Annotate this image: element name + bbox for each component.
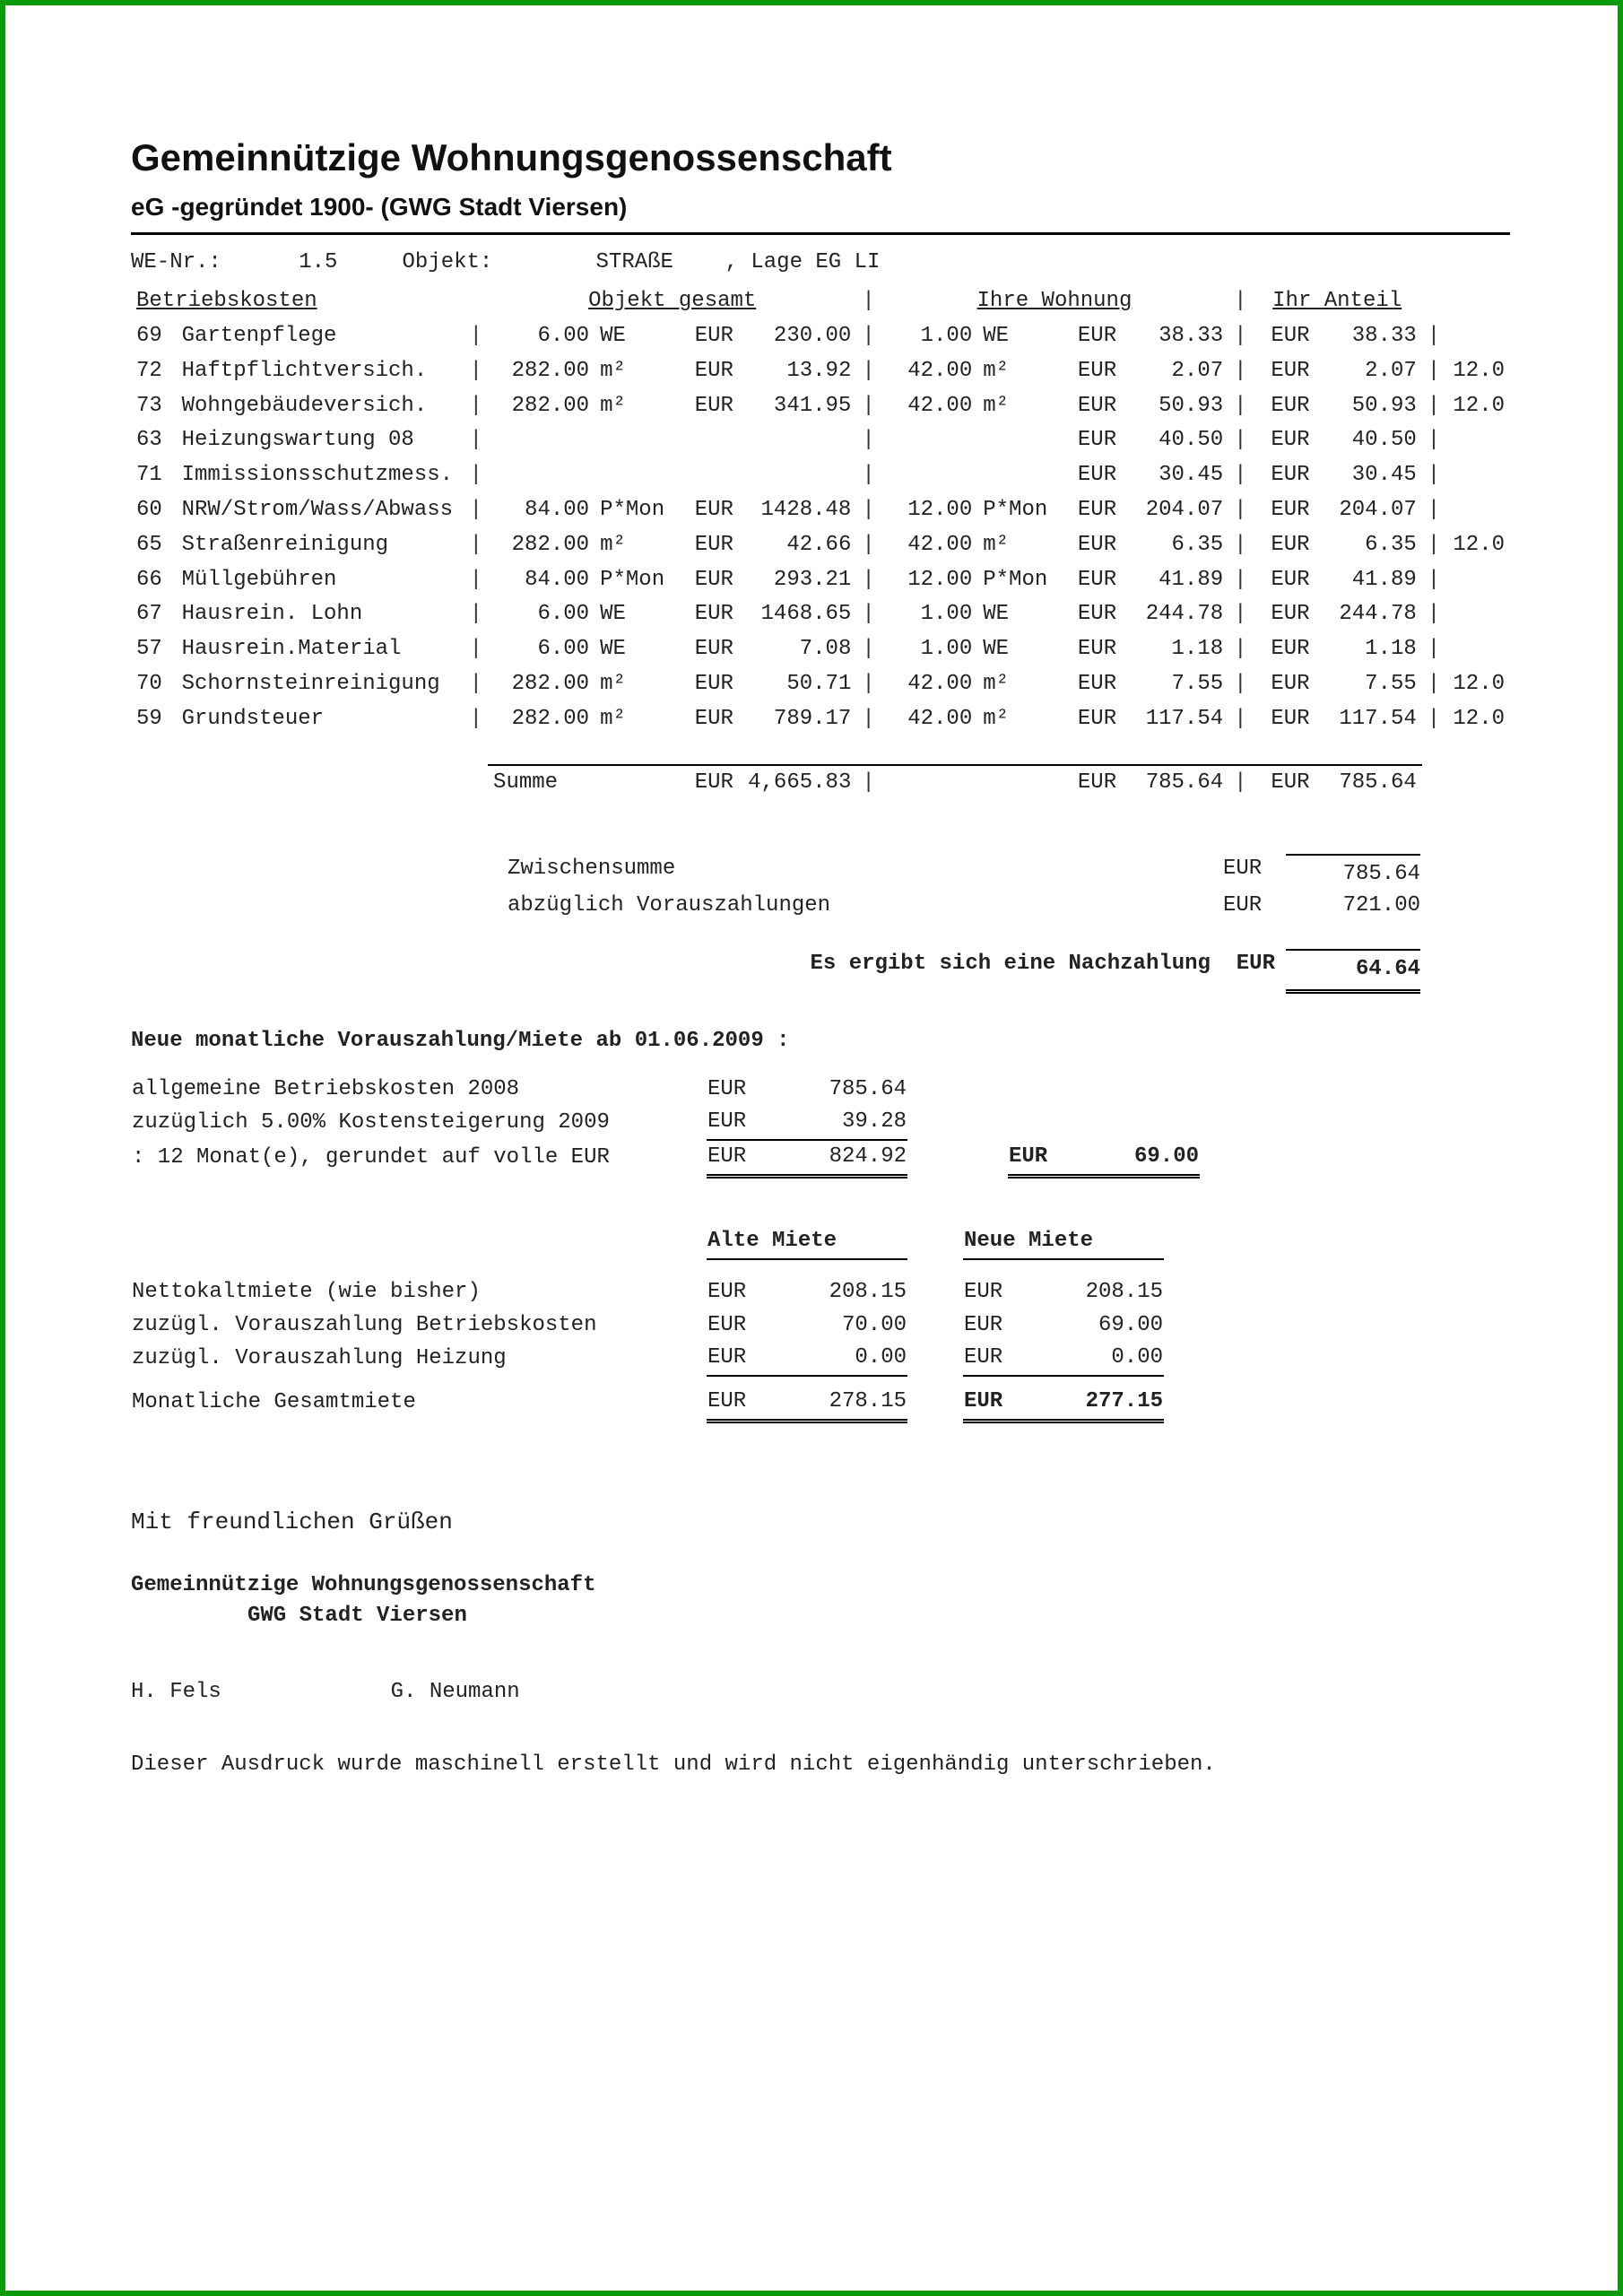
cost-header: Betriebskosten Objekt gesamt | Ihre Wohn… (131, 284, 1510, 319)
sum-ant: 785.64 (1315, 765, 1422, 801)
rent-o4: 278.15 (771, 1386, 907, 1421)
np-c3: EUR (707, 1140, 771, 1176)
meta-line: WE-Nr.: 1.5 Objekt: STRAßE , Lage EG LI (131, 248, 1510, 279)
np-v2: 39.28 (771, 1106, 907, 1140)
rent-n4: 277.15 (1028, 1386, 1164, 1421)
cost-row: 60NRW/Strom/Wass/Abwass|84.00P*MonEUR142… (131, 493, 1510, 528)
rent-o1c: EUR (707, 1276, 771, 1309)
rent-o2: 70.00 (771, 1309, 907, 1343)
newpay-table: allgemeine Betriebskosten 2008 EUR 785.6… (131, 1074, 1200, 1180)
h-wohnung: Ihre Wohnung (881, 284, 1228, 319)
org-title: Gemeinnützige Wohnungsgenossenschaft (131, 131, 1510, 186)
h-objekt: Objekt gesamt (488, 284, 856, 319)
rent-n3c: EUR (963, 1342, 1028, 1376)
cost-row: 67Hausrein. Lohn|6.00WEEUR1468.65|1.00WE… (131, 597, 1510, 632)
result-label: Es ergibt sich eine Nachzahlung (810, 952, 1210, 976)
cost-row: 72Haftpflichtversich.|282.00m²EUR13.92|4… (131, 354, 1510, 389)
rent-n1c: EUR (963, 1276, 1028, 1309)
cost-row: 69Gartenpflege|6.00WEEUR230.00|1.00WEEUR… (131, 319, 1510, 354)
greeting: Mit freundlichen Grüßen (131, 1506, 1510, 1540)
rent-o1: 208.15 (771, 1276, 907, 1309)
np-v1: 785.64 (771, 1074, 907, 1107)
rent-o3c: EUR (707, 1342, 771, 1376)
rent-r3: zuzügl. Vorauszahlung Heizung (131, 1342, 707, 1376)
street: STRAßE (596, 250, 673, 274)
h-betriebskosten: Betriebskosten (131, 284, 464, 319)
cost-row: 71Immissionsschutzmess.||EUR30.45|EUR30.… (131, 458, 1510, 493)
org-subtitle: eG -gegründet 1900- (GWG Stadt Viersen) (131, 189, 1510, 226)
header-rule (131, 232, 1510, 235)
closing-org1: Gemeinnützige Wohnungsgenossenschaft (131, 1570, 1510, 1602)
sum-cur2: EUR (1059, 765, 1122, 801)
result-cur: EUR (1237, 952, 1275, 976)
cost-table: Betriebskosten Objekt gesamt | Ihre Wohn… (131, 284, 1510, 800)
sum-row: Summe EUR 4,665.83 | EUR 785.64 | EUR 78… (131, 765, 1510, 801)
np-c2: EUR (707, 1106, 771, 1140)
h-anteil: Ihr Anteil (1253, 284, 1422, 319)
signatures: H. Fels G. Neumann (131, 1677, 1510, 1709)
rent-r4: Monatliche Gesamtmiete (131, 1386, 707, 1421)
np-fc: EUR (1008, 1140, 1063, 1176)
abz-label: abzüglich Vorauszahlungen (508, 891, 1223, 922)
rent-old-h: Alte Miete (707, 1225, 907, 1259)
lage: , Lage EG LI (725, 250, 881, 274)
closing-org2: GWG Stadt Viersen (247, 1601, 1510, 1632)
np-l3: : 12 Monat(e), gerundet auf volle EUR (131, 1140, 707, 1176)
rent-n2: 69.00 (1028, 1309, 1164, 1343)
rent-n2c: EUR (963, 1309, 1028, 1343)
rent-r1: Nettokaltmiete (wie bisher) (131, 1276, 707, 1309)
abz-val: 721.00 (1286, 891, 1420, 922)
cost-row: 73Wohngebäudeversich.|282.00m²EUR341.95|… (131, 389, 1510, 424)
cost-row: 57Hausrein.Material|6.00WEEUR7.08|1.00WE… (131, 632, 1510, 667)
rent-n1: 208.15 (1028, 1276, 1164, 1309)
rent-r2: zuzügl. Vorauszahlung Betriebskosten (131, 1309, 707, 1343)
cost-row: 59Grundsteuer|282.00m²EUR789.17|42.00m²E… (131, 702, 1510, 737)
we-value: 1.5 (299, 250, 337, 274)
cost-row: 66Müllgebühren|84.00P*MonEUR293.21|12.00… (131, 563, 1510, 598)
rent-o4c: EUR (707, 1386, 771, 1421)
result-val: 64.64 (1286, 949, 1420, 994)
cost-row: 63Heizungswartung 08||EUR40.50|EUR40.50| (131, 423, 1510, 458)
balance-block: Zwischensumme EUR 785.64 abzüglich Vorau… (131, 854, 1510, 993)
sum-whg: 785.64 (1122, 765, 1228, 801)
sig2: G. Neumann (391, 1680, 520, 1704)
rent-o3: 0.00 (771, 1342, 907, 1376)
rent-n3: 0.00 (1028, 1342, 1164, 1376)
auto-note: Dieser Ausdruck wurde maschinell erstell… (131, 1750, 1510, 1781)
obj-label: Objekt: (402, 250, 492, 274)
newpay-title: Neue monatliche Vorauszahlung/Miete ab 0… (131, 1026, 1510, 1057)
abz-cur: EUR (1223, 891, 1286, 922)
we-label: WE-Nr.: (131, 250, 221, 274)
sum-obj: 4,665.83 (739, 765, 856, 801)
rent-new-h: Neue Miete (963, 1225, 1164, 1259)
np-c1: EUR (707, 1074, 771, 1107)
sum-cur3: EUR (1253, 765, 1315, 801)
cost-row: 70Schornsteinreinigung|282.00m²EUR50.71|… (131, 667, 1510, 702)
rent-o2c: EUR (707, 1309, 771, 1343)
zws-label: Zwischensumme (508, 854, 1223, 891)
np-v3: 824.92 (771, 1140, 907, 1176)
rent-n4c: EUR (963, 1386, 1028, 1421)
document-page: Gemeinnützige Wohnungsgenossenschaft eG … (0, 0, 1623, 2296)
sum-label: Summe (488, 765, 676, 801)
zws-val: 785.64 (1286, 854, 1420, 891)
rent-table: Alte Miete Neue Miete Nettokaltmiete (wi… (131, 1225, 1164, 1425)
sum-cur: EUR (676, 765, 739, 801)
sig1: H. Fels (131, 1680, 221, 1704)
sum-spacer (131, 737, 1510, 765)
np-final: 69.00 (1063, 1140, 1200, 1176)
zws-cur: EUR (1223, 854, 1286, 891)
np-l1: allgemeine Betriebskosten 2008 (131, 1074, 707, 1107)
np-l2: zuzüglich 5.00% Kostensteigerung 2009 (131, 1106, 707, 1140)
cost-row: 65Straßenreinigung|282.00m²EUR42.66|42.0… (131, 528, 1510, 563)
